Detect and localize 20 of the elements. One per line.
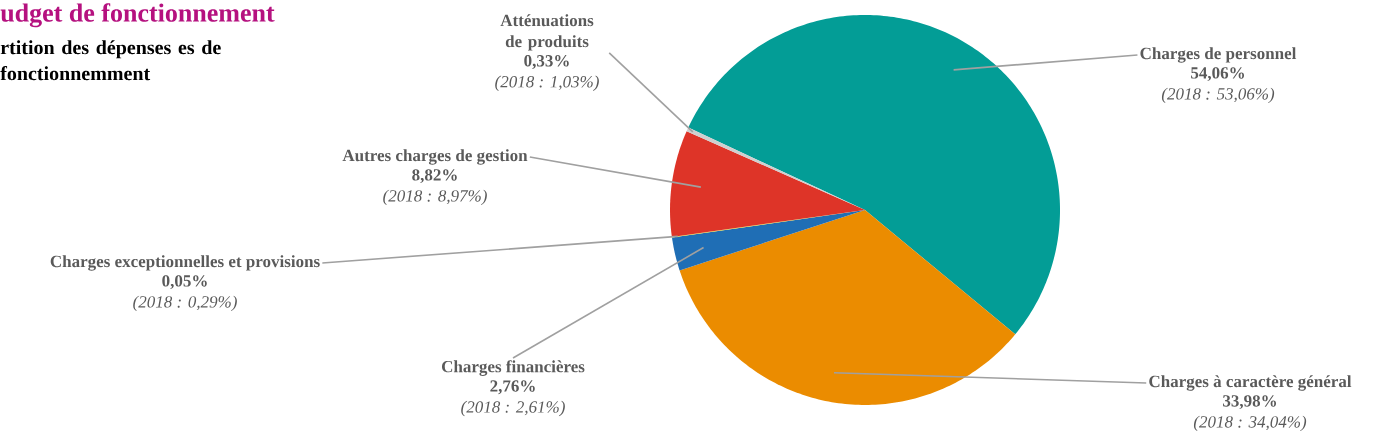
text: rtition des dépenses es de fonctionnemment [0,40,221,81]
slice-label: Charges financières [442,360,585,376]
text: (2018 : 1,03%) [495,75,599,91]
slice-label: Charges de personnel [1140,47,1297,63]
text: (2018 : 34,04%) [1193,415,1307,432]
text: (2018 : 8,97%) [383,189,487,206]
data-label: 8,82% [412,169,457,184]
data-label: 0,05% [162,275,207,290]
slice-label: Charges à caractère général [1149,375,1352,391]
data-label: 54,06% [1191,67,1245,82]
data-label: 2,76% [490,380,535,395]
text: (2018 : 2,61%) [461,400,565,417]
text: (2018 : 0,29%) [133,295,237,312]
slice-label: Charges exceptionnelles et provisions [50,255,320,271]
slice-label: Autres charges de gestion [342,149,528,165]
chart-title: udget de fonctionnement [0,3,275,28]
text: (2018 : 53,06%) [1161,87,1275,104]
data-label: 33,98% [1223,395,1277,410]
data-label: 0,33% [524,55,569,69]
slice-label: Atténuations de produits [500,14,594,51]
